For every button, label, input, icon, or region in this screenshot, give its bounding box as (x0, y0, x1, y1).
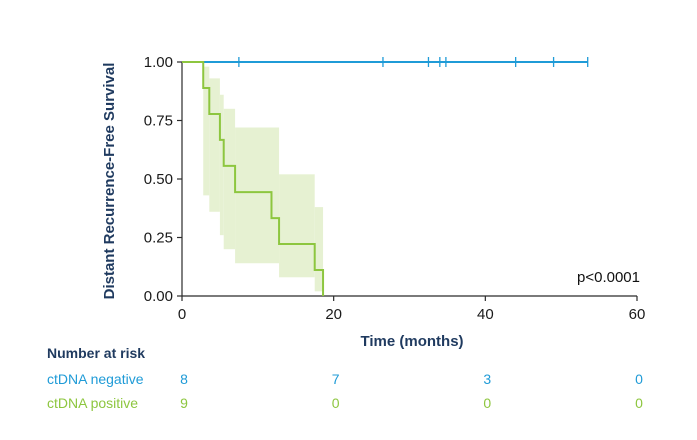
risk-table: ctDNA negative 8 7 3 0 ctDNA positive 9 0 0 0 (47, 371, 643, 411)
tick-layer: 0.00 0.25 0.50 0.75 1.00 0 20 40 60 (144, 54, 646, 323)
risk-row-label: ctDNA positive (47, 395, 138, 411)
p-value-annotation: p<0.0001 (577, 269, 640, 286)
y-tick-label: 0.50 (144, 171, 173, 188)
x-tick-label: 40 (477, 306, 494, 323)
y-tick-label: 1.00 (144, 54, 173, 71)
confidence-band-segment (223, 108, 236, 250)
censor-marks (238, 57, 589, 67)
survival-lines (182, 61, 588, 296)
y-tick-label: 0.25 (144, 230, 173, 247)
x-tick-label: 20 (325, 306, 342, 323)
risk-count: 0 (635, 371, 643, 387)
confidence-band-segment (219, 94, 224, 236)
risk-count: 0 (483, 395, 491, 411)
risk-table-title: Number at risk (47, 345, 145, 361)
risk-count: 8 (180, 371, 188, 387)
risk-count: 0 (635, 395, 643, 411)
confidence-band-layer (203, 66, 324, 292)
confidence-band-segment (203, 66, 210, 196)
survival-line-ctdna-positive (182, 61, 325, 296)
risk-row-label: ctDNA negative (47, 371, 144, 387)
x-tick-label: 0 (178, 306, 186, 323)
risk-count: 9 (180, 395, 188, 411)
risk-count: 3 (483, 371, 491, 387)
x-tick-label: 60 (629, 306, 646, 323)
y-tick-label: 0.75 (144, 113, 173, 130)
confidence-band-segment (314, 207, 324, 292)
y-tick-label: 0.00 (144, 288, 173, 305)
confidence-band-segment (209, 78, 220, 212)
risk-count: 7 (332, 371, 340, 387)
risk-count: 0 (332, 395, 340, 411)
y-axis-title: Distant Recurrence-Free Survival (101, 63, 118, 300)
x-axis-title: Time (months) (360, 333, 463, 350)
confidence-band-segment (279, 174, 315, 278)
